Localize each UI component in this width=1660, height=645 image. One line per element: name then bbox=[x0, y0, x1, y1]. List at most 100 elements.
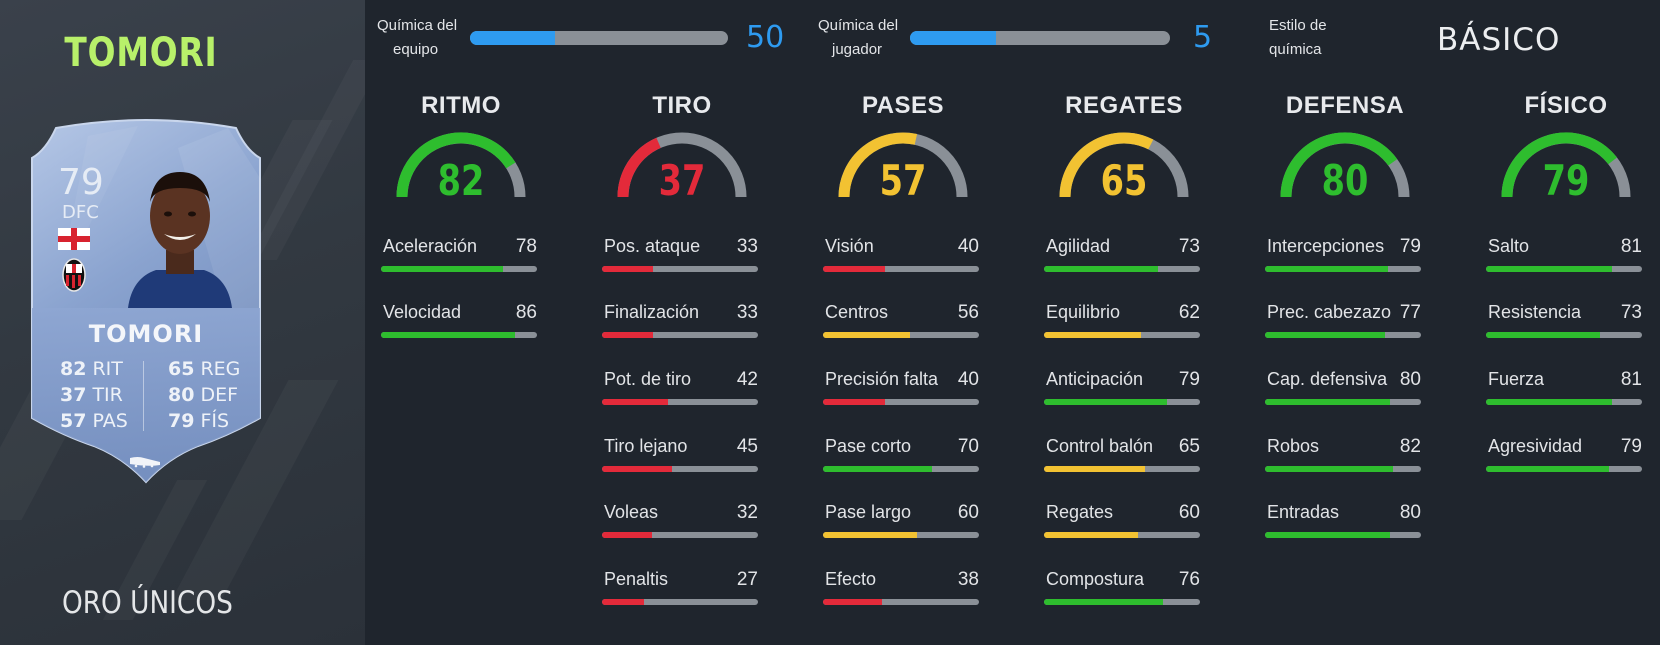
attribute-row: Intercepciones 79 bbox=[1265, 236, 1425, 276]
attribute-bar bbox=[823, 399, 979, 405]
attribute-value: 38 bbox=[957, 569, 979, 590]
attribute-value: 79 bbox=[1178, 369, 1200, 390]
attribute-row: Pase largo 60 bbox=[823, 502, 983, 542]
card-stat-defending: 80 DEF bbox=[168, 384, 239, 406]
attribute-value: 73 bbox=[1178, 236, 1200, 257]
attribute-bar-fill bbox=[381, 266, 503, 272]
attribute-bar-fill bbox=[823, 399, 886, 405]
attribute-label: Fuerza bbox=[1488, 369, 1545, 389]
attribute-bar-fill bbox=[823, 332, 911, 338]
attribute-row: Voleas 32 bbox=[602, 502, 762, 542]
attribute-row: Agilidad 73 bbox=[1044, 236, 1204, 276]
attribute-bar bbox=[1486, 332, 1642, 338]
attribute-label: Tiro lejano bbox=[604, 436, 688, 456]
attribute-bar bbox=[381, 266, 537, 272]
attribute-row: Regates 60 bbox=[1044, 502, 1204, 542]
chemistry-style-label: Estilo de química bbox=[1269, 17, 1327, 58]
category-gauge-regates bbox=[1059, 132, 1189, 198]
attribute-label: Voleas bbox=[604, 502, 659, 522]
player-card[interactable]: 79 DFC TOMORI 82 RIT 37 TIR 57 PAS 65 REG 80… bbox=[28, 118, 264, 484]
attribute-bar-fill bbox=[602, 399, 668, 405]
attribute-bar-fill bbox=[1044, 466, 1146, 472]
attribute-value: 62 bbox=[1178, 302, 1200, 323]
attribute-value: 81 bbox=[1620, 236, 1642, 257]
attribute-row: Resistencia 73 bbox=[1486, 302, 1646, 342]
attribute-bar-fill bbox=[381, 332, 516, 338]
attribute-label: Pos. ataque bbox=[604, 236, 701, 256]
attribute-value: 79 bbox=[1620, 436, 1642, 457]
attribute-bar-fill bbox=[1044, 266, 1158, 272]
attribute-bar bbox=[381, 332, 537, 338]
attribute-label: Control balón bbox=[1046, 436, 1154, 456]
attribute-row: Centros 56 bbox=[823, 302, 983, 342]
boot-icon bbox=[130, 457, 160, 468]
category-title-regates: REGATES bbox=[1065, 92, 1183, 119]
category-value-fisico: 79 bbox=[1542, 156, 1590, 205]
attribute-value: 65 bbox=[1178, 436, 1200, 457]
attribute-bar-fill bbox=[1486, 332, 1600, 338]
category-gauge-ritmo bbox=[396, 132, 526, 198]
attribute-label: Aceleración bbox=[383, 236, 478, 256]
card-player-name: TOMORI bbox=[88, 320, 204, 348]
attribute-row: Visión 40 bbox=[823, 236, 983, 276]
attribute-bar bbox=[1265, 466, 1421, 472]
attribute-bar bbox=[602, 266, 758, 272]
gauge-fill bbox=[617, 137, 661, 198]
attribute-label: Velocidad bbox=[383, 302, 462, 322]
category-value-regates: 65 bbox=[1100, 156, 1148, 205]
category-gauge-tiro bbox=[617, 132, 747, 198]
category-title-fisico: FÍSICO bbox=[1524, 92, 1608, 119]
card-stat-dribbling: 65 REG bbox=[168, 358, 241, 380]
background-stripe bbox=[247, 60, 365, 260]
attribute-bar-fill bbox=[1486, 399, 1613, 405]
attribute-bar-fill bbox=[1044, 532, 1138, 538]
chemistry-style-value[interactable]: BÁSICO bbox=[1437, 22, 1561, 58]
attribute-value: 40 bbox=[957, 369, 979, 390]
attribute-bar bbox=[823, 532, 979, 538]
attribute-row: Finalización 33 bbox=[602, 302, 762, 342]
attribute-bar bbox=[602, 332, 758, 338]
attribute-bar-fill bbox=[602, 466, 673, 472]
attribute-label: Entradas bbox=[1267, 502, 1340, 522]
player-photo bbox=[128, 172, 232, 308]
attribute-bar-fill bbox=[1044, 599, 1163, 605]
attribute-row: Prec. cabezazo 77 bbox=[1265, 302, 1425, 342]
category-title-ritmo: RITMO bbox=[421, 92, 501, 119]
attribute-bar-fill bbox=[823, 532, 917, 538]
attribute-label: Precisión falta bbox=[825, 369, 939, 389]
player-panel: TOMORI bbox=[0, 0, 365, 645]
attribute-label: Pase largo bbox=[825, 502, 912, 522]
card-stat-shooting: 37 TIR bbox=[60, 384, 123, 406]
attribute-value: 70 bbox=[957, 436, 979, 457]
attribute-row: Anticipación 79 bbox=[1044, 369, 1204, 409]
attribute-value: 73 bbox=[1620, 302, 1642, 323]
team-chemistry-value: 50 bbox=[746, 20, 785, 55]
attribute-bar bbox=[1044, 332, 1200, 338]
attribute-bar bbox=[1044, 466, 1200, 472]
player-chemistry-value: 5 bbox=[1193, 20, 1213, 55]
attribute-row: Salto 81 bbox=[1486, 236, 1646, 276]
attribute-bar-fill bbox=[1044, 332, 1141, 338]
attribute-label: Visión bbox=[825, 236, 874, 256]
attribute-bar-fill bbox=[602, 532, 652, 538]
attribute-value: 86 bbox=[515, 302, 537, 323]
category-value-pases: 57 bbox=[879, 156, 927, 205]
attribute-row: Pot. de tiro 42 bbox=[602, 369, 762, 409]
attribute-value: 45 bbox=[736, 436, 758, 457]
attribute-bar-fill bbox=[1265, 532, 1390, 538]
attribute-row: Robos 82 bbox=[1265, 436, 1425, 476]
category-title-defensa: DEFENSA bbox=[1285, 92, 1405, 119]
category-value-tiro: 37 bbox=[658, 156, 706, 205]
attribute-row: Precisión falta 40 bbox=[823, 369, 983, 409]
attribute-row: Pase corto 70 bbox=[823, 436, 983, 476]
attribute-row: Equilibrio 62 bbox=[1044, 302, 1204, 342]
attribute-row: Fuerza 81 bbox=[1486, 369, 1646, 409]
attribute-label: Intercepciones bbox=[1267, 236, 1385, 256]
attribute-bar bbox=[1265, 532, 1421, 538]
attribute-label: Efecto bbox=[825, 569, 877, 589]
attribute-label: Prec. cabezazo bbox=[1267, 302, 1392, 322]
attribute-label: Cap. defensiva bbox=[1267, 369, 1388, 389]
attribute-bar bbox=[1265, 399, 1421, 405]
attribute-bar bbox=[1265, 332, 1421, 338]
attribute-label: Agilidad bbox=[1046, 236, 1111, 256]
